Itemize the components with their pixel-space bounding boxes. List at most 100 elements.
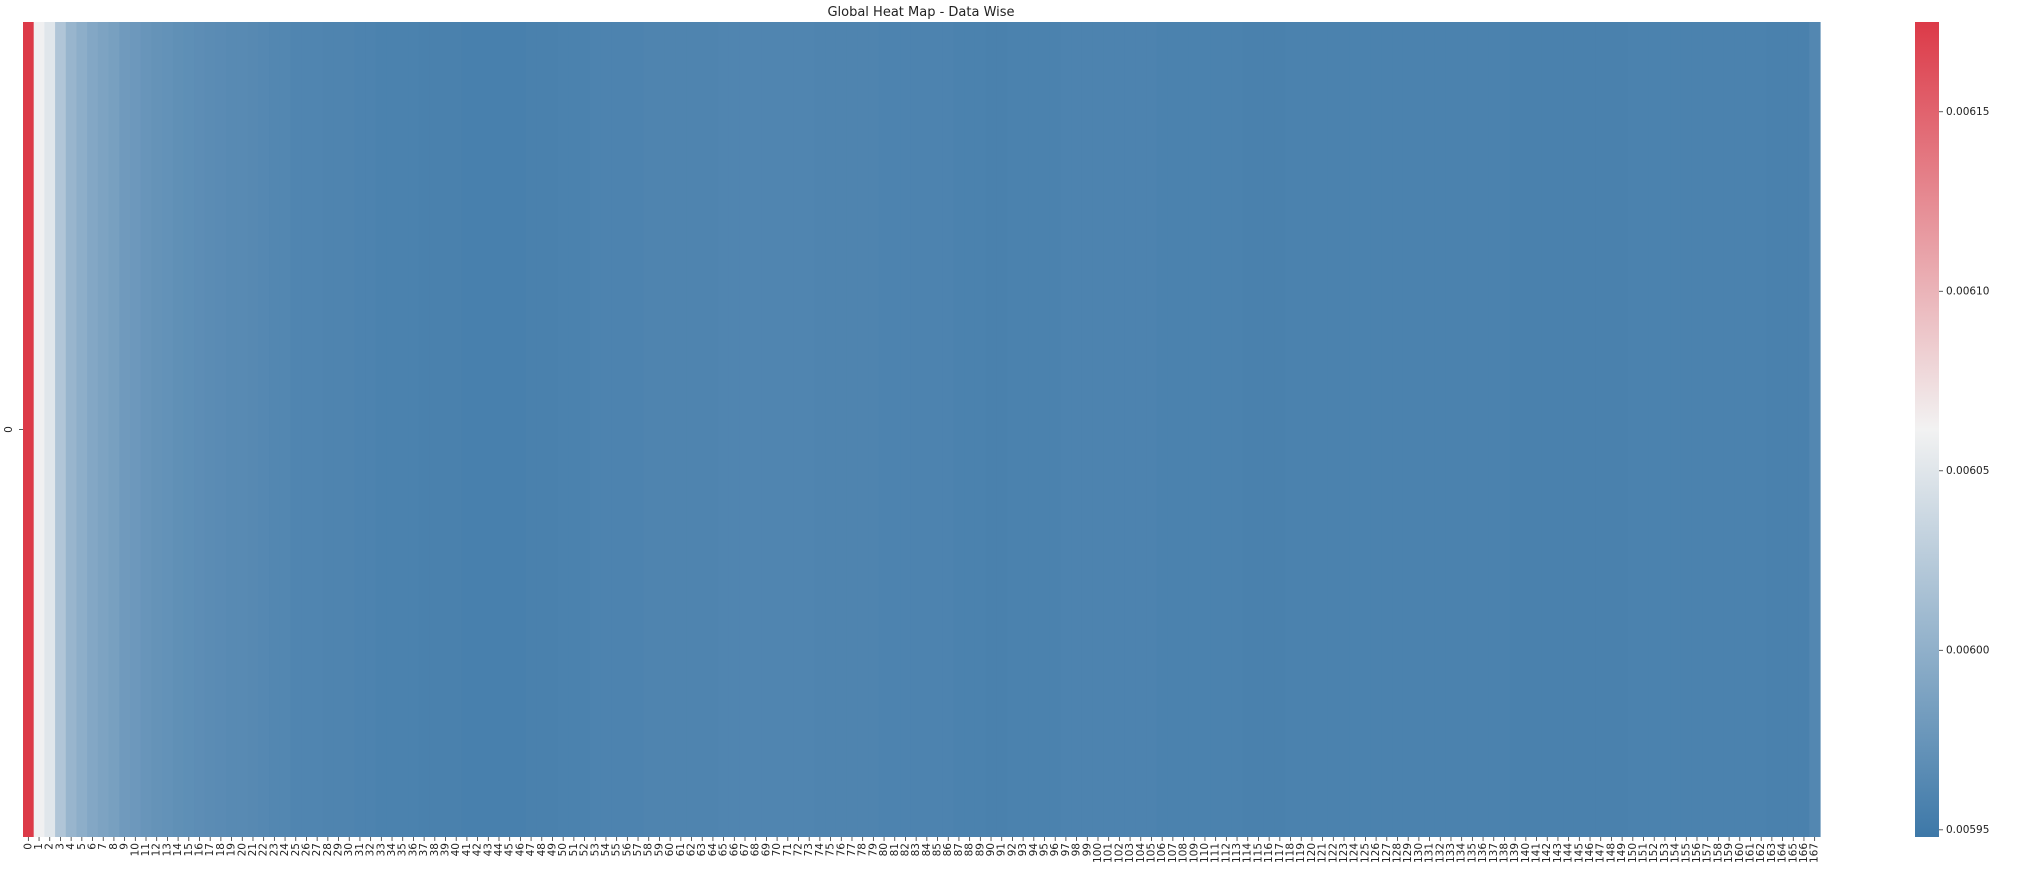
heatmap-cell [162, 22, 174, 837]
x-tick-label: 61 [675, 843, 687, 856]
heatmap-cell [183, 22, 195, 837]
heatmap-cell [696, 22, 709, 837]
x-tick-label: 97 [1060, 843, 1072, 856]
x-tick-label: 54 [600, 843, 612, 857]
heatmap-cell [1274, 22, 1286, 837]
x-tick-label: 73 [803, 843, 815, 856]
x-tick-label: 92 [1006, 843, 1018, 856]
heatmap-cell [247, 22, 259, 837]
x-tick-label: 4 [65, 843, 77, 850]
heatmap-cell [1616, 22, 1629, 837]
y-tick-label: 0 [3, 426, 15, 433]
x-tick-label: 129 [1402, 843, 1414, 863]
x-tick-label: 28 [322, 843, 334, 856]
heatmap-cell [1606, 22, 1618, 837]
heatmap-cell [1809, 22, 1821, 837]
heatmap-cell [1456, 22, 1468, 837]
heatmap-cell [1007, 22, 1019, 837]
x-tick-label: 31 [354, 843, 366, 856]
heatmap-cell [889, 22, 901, 837]
heatmap-cell [129, 22, 142, 837]
x-tick-label: 53 [589, 843, 601, 856]
x-tick-label: 154 [1670, 843, 1682, 863]
heatmap-cell [1295, 22, 1308, 837]
x-tick-label: 82 [899, 843, 911, 856]
x-tick-label: 142 [1541, 843, 1553, 863]
x-tick-label: 67 [739, 843, 751, 856]
heatmap-cell [953, 22, 965, 837]
x-tick-label: 33 [375, 843, 387, 856]
heatmap-cell [1039, 22, 1051, 837]
x-tick-label: 76 [835, 843, 847, 857]
heatmap-cell [1178, 22, 1190, 837]
x-tick-label: 162 [1755, 843, 1767, 863]
x-tick-label: 126 [1370, 843, 1382, 863]
x-axis-ticks: 0123456789101112131415161718192021222324… [22, 837, 1821, 863]
x-tick-label: 88 [964, 843, 976, 856]
heatmap-cell [1253, 22, 1265, 837]
x-tick-label: 81 [889, 843, 901, 856]
heatmap-cell [311, 22, 324, 837]
heatmap-cell [97, 22, 110, 837]
x-tick-label: 94 [1028, 843, 1040, 857]
heatmap-cell [1638, 22, 1650, 837]
heatmap-cell [1242, 22, 1254, 837]
x-tick-label: 140 [1520, 843, 1532, 863]
heatmap-cell [140, 22, 152, 837]
x-tick-label: 149 [1616, 843, 1628, 863]
x-tick-label: 128 [1391, 843, 1403, 863]
heatmap-cell [761, 22, 773, 837]
x-tick-label: 26 [300, 843, 312, 857]
heatmap-cell [1017, 22, 1030, 837]
x-tick-label: 69 [760, 843, 772, 856]
x-tick-label: 56 [621, 843, 633, 857]
heatmap-cell [375, 22, 388, 837]
heatmap-cell [76, 22, 88, 837]
x-tick-label: 157 [1702, 843, 1714, 863]
x-tick-label: 119 [1295, 843, 1307, 863]
y-axis-ticks: 0 [3, 426, 23, 433]
heatmap-cell [1402, 22, 1415, 837]
heatmap-cell [589, 22, 602, 837]
x-tick-label: 113 [1231, 843, 1243, 863]
heatmap-cell [1745, 22, 1757, 837]
x-tick-label: 152 [1648, 843, 1660, 863]
heatmap-cell [1028, 22, 1040, 837]
x-tick-label: 83 [910, 843, 922, 856]
x-tick-label: 5 [76, 843, 88, 850]
x-tick-label: 153 [1659, 843, 1671, 863]
heatmap-cell [55, 22, 67, 837]
x-tick-label: 132 [1434, 843, 1446, 863]
x-tick-label: 6 [87, 843, 99, 850]
x-tick-label: 150 [1627, 843, 1639, 863]
x-tick-label: 18 [215, 843, 227, 856]
x-tick-label: 102 [1113, 843, 1125, 863]
x-tick-label: 155 [1680, 843, 1692, 863]
colorbar [1915, 22, 1939, 837]
heatmap-cell [1317, 22, 1329, 837]
heatmap-cell [985, 22, 997, 837]
x-tick-label: 99 [1081, 843, 1093, 856]
heatmap-cell [1360, 22, 1372, 837]
heatmap-cell [1627, 22, 1639, 837]
heatmap-cell [1327, 22, 1340, 837]
heatmap-cell [664, 22, 677, 837]
x-tick-label: 55 [611, 843, 623, 856]
x-tick-label: 19 [226, 843, 238, 856]
x-tick-label: 151 [1638, 843, 1650, 863]
heatmap-cells [23, 22, 1821, 837]
x-tick-label: 130 [1413, 843, 1425, 863]
heatmap-cell [1467, 22, 1479, 837]
heatmap-cell [964, 22, 976, 837]
x-tick-label: 11 [140, 843, 152, 856]
heatmap-cell [568, 22, 580, 837]
heatmap-cell [1723, 22, 1736, 837]
x-tick-label: 46 [514, 843, 526, 857]
heatmap-cell [1338, 22, 1350, 837]
x-tick-label: 63 [696, 843, 708, 856]
heatmap-cell [386, 22, 398, 837]
heatmap-cell [440, 22, 452, 837]
x-tick-label: 59 [653, 843, 665, 856]
heatmap-cell [654, 22, 666, 837]
